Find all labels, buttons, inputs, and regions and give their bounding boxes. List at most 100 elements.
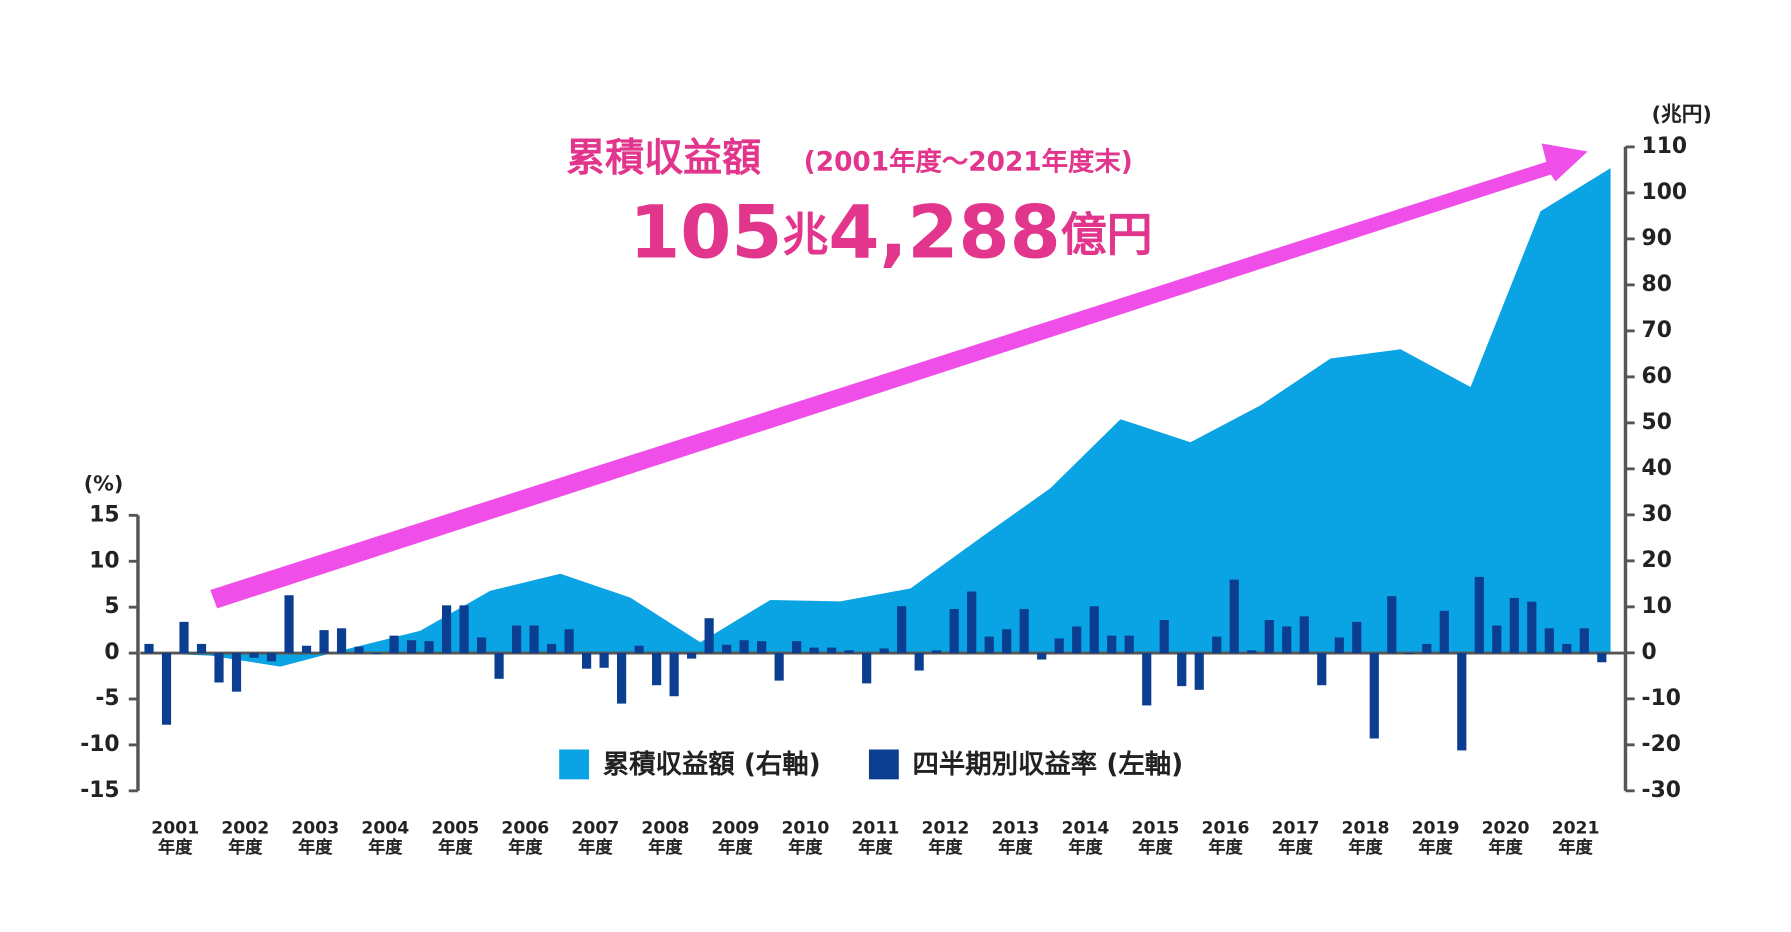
x-tick-label: 2015 年度 bbox=[1132, 819, 1180, 859]
y2-tick-label: -20 bbox=[1642, 732, 1681, 757]
x-tick-label: 2010 年度 bbox=[781, 819, 829, 859]
plot bbox=[140, 168, 1625, 751]
x-tick-label: 2002 年度 bbox=[221, 819, 269, 859]
bar bbox=[564, 629, 574, 654]
bar bbox=[652, 653, 662, 686]
bar bbox=[1509, 597, 1519, 654]
bar bbox=[511, 625, 522, 654]
x-tick-label: 2007 年度 bbox=[571, 819, 619, 859]
bar bbox=[371, 653, 382, 655]
x-tick-year: 2010 bbox=[781, 819, 829, 839]
bar bbox=[879, 648, 889, 654]
x-tick-suffix: 年度 bbox=[1488, 837, 1523, 858]
bar bbox=[547, 643, 557, 654]
bar bbox=[476, 637, 487, 654]
bar bbox=[809, 647, 819, 654]
x-tick-label: 2019 年度 bbox=[1412, 819, 1460, 859]
x-tick-suffix: 年度 bbox=[438, 837, 473, 858]
legend-swatch bbox=[559, 749, 590, 780]
x-tick-year: 2013 bbox=[991, 819, 1039, 839]
legend-label: 累積収益額 (右軸) bbox=[603, 749, 821, 780]
bar bbox=[932, 650, 942, 654]
y2-tick-label: 60 bbox=[1642, 364, 1672, 389]
bar bbox=[739, 640, 749, 654]
x-tick-suffix: 年度 bbox=[1068, 837, 1103, 858]
bar bbox=[1002, 629, 1012, 654]
x-tick-suffix: 年度 bbox=[928, 837, 963, 858]
x-tick-suffix: 年度 bbox=[508, 837, 543, 858]
bar bbox=[1212, 636, 1222, 654]
y2-tick-label: 90 bbox=[1642, 226, 1672, 251]
bar bbox=[144, 643, 154, 654]
y-tick-label: -15 bbox=[80, 778, 119, 803]
x-tick-label: 2013 年度 bbox=[991, 819, 1039, 859]
y2-axis-label: (兆円) bbox=[1652, 102, 1712, 126]
bar bbox=[529, 625, 539, 654]
y-tick-label: -5 bbox=[95, 686, 119, 711]
bar bbox=[1457, 653, 1467, 751]
headline-part: 4,288 bbox=[828, 191, 1060, 276]
bar bbox=[634, 645, 644, 654]
x-tick-label: 2003 年度 bbox=[291, 819, 339, 859]
bar bbox=[441, 605, 452, 654]
bar bbox=[1247, 650, 1257, 654]
y-tick-label: 0 bbox=[104, 640, 119, 665]
x-tick-year: 2008 bbox=[641, 819, 689, 839]
bar bbox=[1562, 643, 1572, 654]
bar bbox=[406, 640, 417, 654]
bar bbox=[354, 646, 364, 654]
x-tick-year: 2018 bbox=[1342, 819, 1390, 839]
trend-arrow bbox=[210, 143, 1588, 609]
bar bbox=[1299, 616, 1309, 654]
x-tick-year: 2021 bbox=[1552, 819, 1600, 839]
bar bbox=[336, 628, 347, 654]
y-tick-label: 10 bbox=[89, 548, 119, 573]
x-tick-label: 2017 年度 bbox=[1272, 819, 1320, 859]
bar bbox=[266, 653, 277, 662]
bar bbox=[1177, 653, 1187, 687]
bar bbox=[669, 653, 679, 697]
bar bbox=[1264, 620, 1274, 654]
y2-tick-label: -10 bbox=[1642, 686, 1681, 711]
x-tick-suffix: 年度 bbox=[228, 837, 263, 858]
bar bbox=[284, 595, 294, 654]
x-tick-suffix: 年度 bbox=[648, 837, 683, 858]
x-tick-label: 2009 年度 bbox=[711, 819, 759, 859]
x-tick-year: 2011 bbox=[851, 819, 899, 839]
x-tick-label: 2001 年度 bbox=[151, 819, 199, 859]
x-tick-label: 2004 年度 bbox=[361, 819, 409, 859]
y-tick-label: 15 bbox=[89, 502, 119, 527]
x-tick-suffix: 年度 bbox=[1208, 837, 1243, 858]
bar bbox=[1387, 596, 1397, 654]
bar bbox=[1159, 620, 1169, 654]
x-tick-label: 2020 年度 bbox=[1482, 819, 1530, 859]
x-tick-suffix: 年度 bbox=[1278, 837, 1313, 858]
bar bbox=[1492, 625, 1502, 654]
bar bbox=[967, 591, 977, 654]
bar bbox=[617, 653, 627, 704]
x-tick-year: 2017 bbox=[1272, 819, 1320, 839]
bar bbox=[249, 653, 259, 658]
y2-tick-label: 10 bbox=[1642, 594, 1672, 619]
x-tick-label: 2006 年度 bbox=[501, 819, 549, 859]
bar bbox=[582, 653, 592, 669]
x-tick-label: 2012 年度 bbox=[921, 819, 969, 859]
headline-part: 兆 bbox=[783, 207, 829, 261]
bar bbox=[1439, 610, 1449, 654]
bar bbox=[1579, 628, 1589, 654]
x-tick-year: 2020 bbox=[1482, 819, 1530, 839]
bar bbox=[1229, 579, 1239, 654]
y2-tick-label: 110 bbox=[1642, 134, 1688, 159]
x-tick-label: 2008 年度 bbox=[641, 819, 689, 859]
y-axis-label: (%) bbox=[84, 471, 124, 495]
bar bbox=[1544, 628, 1554, 654]
bar bbox=[914, 653, 924, 671]
bar bbox=[1194, 653, 1204, 690]
bar bbox=[757, 641, 767, 654]
bar bbox=[214, 653, 224, 683]
bar bbox=[1474, 576, 1484, 654]
bar bbox=[704, 618, 714, 654]
bar bbox=[599, 653, 609, 668]
x-tick-suffix: 年度 bbox=[1558, 837, 1593, 858]
